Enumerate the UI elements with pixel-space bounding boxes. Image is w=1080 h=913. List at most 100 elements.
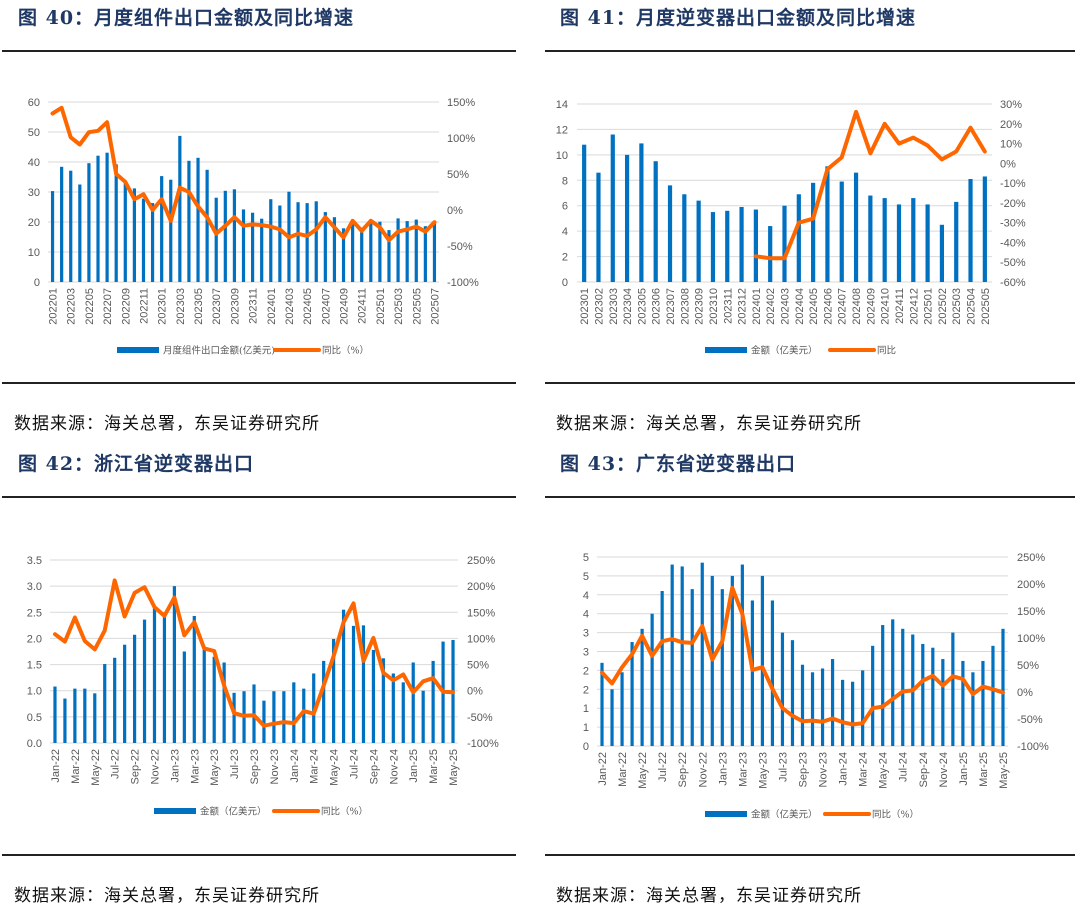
legend-bar-label: 金额（亿美元） (200, 806, 267, 818)
figure-43-source: 数据来源：海关总署，东吴证券研究所 (556, 886, 862, 906)
figure-42-top-rule (2, 496, 516, 498)
x-axis-tick-label: Nov-23 (269, 749, 281, 784)
x-axis-tick-label: Mar-23 (189, 749, 201, 784)
bar (60, 166, 64, 282)
figure-42-chart: 0.0 0.5 1.0 1.5 2.0 2.5 3.0 3.5 -100% -50% 0% 50% 10… (2, 540, 516, 840)
bar (250, 212, 255, 282)
right-axis-tick-label: 100% (467, 633, 495, 645)
chart-svg: 0.0 0.5 1.0 1.5 2.0 2.5 3.0 3.5 -100% -50% 0% 50% 10… (27, 555, 499, 818)
x-axis-tick-label: 202308 (679, 288, 691, 325)
bar (205, 169, 209, 282)
x-axis-tick-label: Sep-22 (130, 749, 142, 784)
bar (105, 152, 109, 282)
left-axis-tick-label: 0.0 (27, 738, 42, 750)
bar (232, 189, 237, 282)
bar (982, 176, 987, 282)
x-axis-tick-label: 202505 (411, 288, 423, 325)
figure-42-bottom-rule (2, 854, 516, 856)
legend-bar-swatch (154, 808, 196, 814)
x-axis-tick-label: Mar-25 (978, 752, 990, 787)
chart-svg: 0 2 4 6 8 10 12 14 -60% -50% -40% -30% -20% -10% 0% 10%… (556, 99, 1026, 357)
x-axis-tick-label: Nov-23 (818, 752, 830, 787)
x-axis-tick-label: 202504 (966, 288, 978, 325)
x-axis-tick-label: May-23 (209, 749, 221, 786)
right-axis-tick-label: -10% (1000, 178, 1026, 190)
bar (968, 179, 973, 282)
figure-43-top-rule (545, 496, 1075, 498)
bar (50, 191, 55, 282)
x-axis-tick-label: 202402 (765, 288, 777, 325)
bar (670, 564, 674, 746)
bar (69, 170, 73, 282)
left-axis-tick-label: 20 (28, 217, 40, 229)
bar (223, 190, 227, 282)
bar (421, 690, 425, 743)
x-axis-tick-label: 202507 (429, 288, 441, 325)
bar (260, 218, 264, 282)
bar (332, 217, 337, 282)
bar (941, 659, 945, 746)
x-axis-tick-label: 202306 (651, 288, 663, 325)
bar (132, 188, 136, 282)
bar (620, 672, 624, 746)
x-axis-tick-label: 202304 (622, 288, 634, 325)
x-axis-tick-label: 202407 (320, 288, 332, 325)
x-axis-tick-label: Sep-22 (677, 752, 689, 787)
x-axis-tick-label: May-22 (637, 752, 649, 789)
bar (951, 632, 955, 746)
figure-43-bottom-rule (545, 854, 1075, 856)
legend-line-label: 同比（%） (872, 809, 919, 821)
bar (296, 202, 300, 282)
x-axis-tick-label: 202305 (636, 288, 648, 325)
bar (141, 198, 146, 282)
bar (371, 649, 376, 743)
x-axis-tick-label: Nov-22 (149, 749, 161, 784)
bar (610, 134, 615, 282)
figure-40-bottom-rule (2, 382, 516, 384)
left-axis-tick-label: 3 (583, 647, 589, 659)
legend-bar-swatch (705, 811, 747, 817)
right-axis-tick-label: -30% (1000, 218, 1026, 230)
bar (182, 651, 186, 743)
bar (187, 160, 191, 282)
bar (596, 172, 601, 282)
right-axis-tick-label: 30% (1000, 99, 1022, 111)
bar (96, 155, 100, 282)
figure-41-source: 数据来源：海关总署，东吴证券研究所 (556, 414, 862, 434)
bar (650, 613, 654, 746)
left-axis-tick-label: 1 (583, 722, 589, 734)
right-axis-tick-label: -50% (467, 712, 493, 724)
bar (725, 210, 730, 282)
bar (981, 660, 985, 746)
chart-svg: 0 10 20 30 40 50 60 -100% -50% 0% 50% 100% 150% 20220… (28, 97, 479, 357)
bar (73, 688, 77, 743)
left-axis-tick-label: 1.5 (27, 660, 42, 672)
bar (753, 209, 758, 282)
bar (954, 201, 959, 282)
right-axis-tick-label: -100% (467, 738, 499, 750)
bar (214, 197, 218, 282)
x-axis-tick-label: Jan-23 (717, 752, 729, 786)
left-axis-tick-label: 0 (562, 277, 568, 289)
x-axis-tick-label: Jan-22 (597, 752, 609, 786)
bar (302, 688, 306, 743)
x-axis-tick-label: May-23 (757, 752, 769, 789)
right-axis-tick-label: 0% (1017, 687, 1033, 699)
bar (851, 681, 855, 746)
bar (378, 221, 382, 282)
bar (925, 204, 930, 282)
x-axis-tick-label: 202411 (357, 288, 369, 324)
chart-svg: 0 1 1 2 2 3 3 4 4 5 5 -100% -50% 0% 50% 100% 150% 200% 250… (583, 552, 1049, 821)
legend-line-label: 同比 (877, 345, 896, 357)
right-axis-tick-label: 0% (1000, 158, 1016, 170)
x-axis-tick-label: 202501 (375, 288, 387, 325)
x-axis-tick-label: 202406 (822, 288, 834, 325)
x-axis-tick-label: Jul-24 (898, 752, 910, 782)
figure-41-title: 图 41：月度逆变器出口金额及同比增速 (560, 7, 917, 29)
bar (610, 689, 614, 746)
bar (696, 200, 701, 282)
left-axis-tick-label: 6 (562, 201, 568, 213)
x-axis-tick-label: 202302 (593, 288, 605, 325)
figure-40-top-rule (2, 50, 516, 52)
bar (882, 198, 887, 282)
